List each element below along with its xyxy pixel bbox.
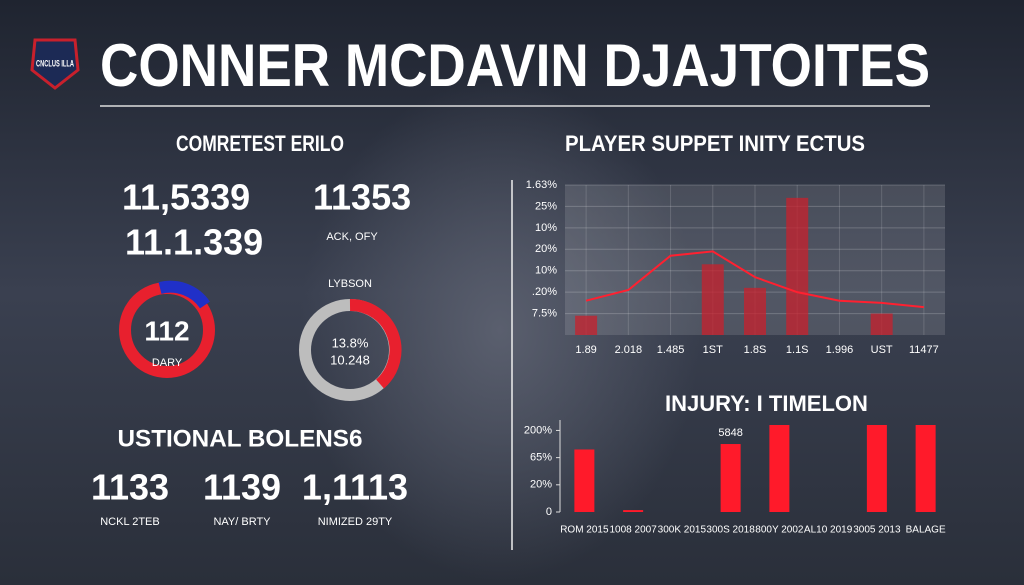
bar xyxy=(870,313,893,335)
y-tick-label: 10% xyxy=(535,222,557,234)
x-tick-label: 3005 2013 xyxy=(853,525,901,536)
x-tick-label: AL10 2019 xyxy=(804,525,853,536)
stat: 11.1.339 xyxy=(125,222,263,263)
stat: 1139 xyxy=(203,467,281,508)
x-tick-label: 800Y 2002 xyxy=(755,525,804,536)
section-heading: USTIONAL BOLENS6 xyxy=(118,425,363,452)
x-tick-label: BALAGE xyxy=(906,525,946,536)
bar xyxy=(701,264,724,335)
x-tick-label: 300S 2018 xyxy=(706,525,755,536)
stat-label: ACK, OFY xyxy=(326,231,378,243)
donut-segment xyxy=(158,280,210,309)
stat: 11,5339 xyxy=(122,177,250,218)
stat: 11353 xyxy=(313,177,411,218)
y-tick-label: 1.63% xyxy=(526,179,557,191)
annotation: 5848 xyxy=(718,427,742,439)
stat-label: NAY/ BRTY xyxy=(213,516,271,528)
donut-label: DARY xyxy=(152,357,183,369)
y-tick-label: 0 xyxy=(546,506,552,518)
donut-text: 13.8% xyxy=(332,335,369,350)
bar xyxy=(623,510,644,512)
bar xyxy=(744,287,766,335)
x-tick-label: 1008 2007 xyxy=(609,525,657,536)
logo-text: CNCLUS ILLA xyxy=(36,58,74,68)
y-tick-label: 7.5% xyxy=(532,307,557,319)
bar xyxy=(866,425,887,512)
x-tick-label: 1.996 xyxy=(826,344,854,356)
y-tick-label: 10% xyxy=(535,265,557,277)
logo-badge xyxy=(30,38,80,90)
donut-segment xyxy=(349,298,402,389)
y-tick-label: 25% xyxy=(535,200,557,212)
x-tick-label: UST xyxy=(871,344,893,356)
donut-text: 10.248 xyxy=(330,352,370,367)
bar xyxy=(575,315,598,335)
title: CONNER MCDAVIN DJAJTOITES xyxy=(100,32,930,99)
x-tick-label: 1ST xyxy=(703,344,723,356)
line xyxy=(585,250,924,309)
stat: 1,1113 xyxy=(302,467,408,508)
y-tick-label: 200% xyxy=(524,424,552,436)
x-tick-label: 1.8S xyxy=(744,344,767,356)
x-tick-label: 1.89 xyxy=(575,344,596,356)
chart-title: INJURY: I TIMELON xyxy=(665,391,868,416)
section-heading: COMRETEST ERILO xyxy=(176,131,344,156)
y-tick-label: .20% xyxy=(532,286,557,298)
bar xyxy=(915,425,936,512)
bar xyxy=(769,425,790,512)
x-tick-label: 11477 xyxy=(909,344,939,356)
x-tick-label: ROM 2015 xyxy=(560,525,609,536)
donut-value: 112 xyxy=(144,315,189,346)
player-silhouette xyxy=(300,80,700,580)
y-tick-label: 65% xyxy=(530,452,552,464)
stat-label: NCKL 2TEB xyxy=(100,516,160,528)
bar xyxy=(720,444,741,512)
bar xyxy=(786,197,809,335)
x-tick-label: 300K 2015 xyxy=(658,525,707,536)
stat: 1133 xyxy=(91,467,169,508)
stat-label: NIMIZED 29TY xyxy=(318,516,393,528)
x-tick-label: 2.018 xyxy=(615,344,643,356)
chart-title: PLAYER SUPPET INITY ECTUS xyxy=(565,131,865,156)
y-tick-label: 20% xyxy=(530,479,552,491)
donut-title: LYBSON xyxy=(328,278,372,290)
y-tick-label: 20% xyxy=(535,243,557,255)
x-tick-label: 1.1S xyxy=(786,344,809,356)
bar xyxy=(574,449,595,512)
x-tick-label: 1.485 xyxy=(657,344,685,356)
